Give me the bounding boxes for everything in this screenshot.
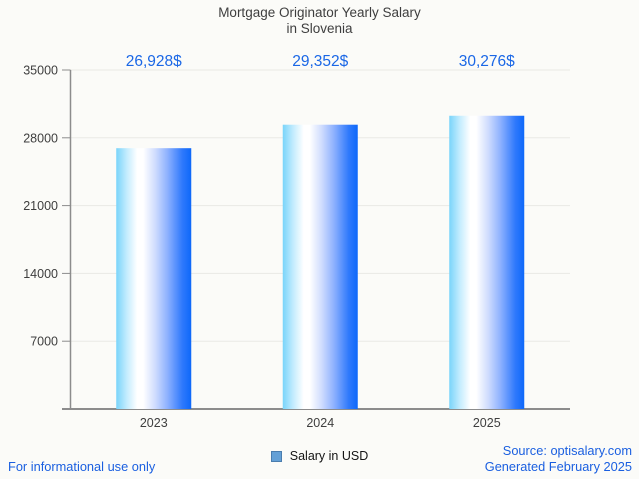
legend-label: Salary in USD — [289, 449, 369, 463]
y-axis-label-14000: 14000 — [23, 267, 58, 281]
legend: Salary in USD — [0, 449, 639, 463]
y-axis-label-7000: 7000 — [30, 335, 58, 349]
y-axis-label-35000: 35000 — [23, 64, 58, 78]
chart-title: Mortgage Originator Yearly Salary in Slo… — [0, 5, 639, 37]
bar-value-label-2023: 26,928$ — [126, 53, 182, 70]
bar-value-label-2025: 30,276$ — [459, 53, 515, 70]
bar-2024 — [282, 124, 358, 409]
chart-title-line2: in Slovenia — [286, 21, 353, 36]
bar-2025 — [449, 115, 525, 410]
generated-date: Generated February 2025 — [484, 458, 632, 474]
legend-marker-icon — [270, 450, 282, 462]
y-axis-label-28000: 28000 — [23, 131, 58, 145]
x-axis-label-2023: 2023 — [140, 416, 168, 430]
x-axis-label-2024: 2024 — [306, 416, 334, 430]
bar-2023 — [116, 148, 192, 409]
source-link[interactable]: Source: optisalary.com — [502, 443, 632, 458]
chart-title-line1: Mortgage Originator Yearly Salary — [218, 5, 421, 20]
source-credit: Source: optisalary.com Generated Februar… — [485, 443, 632, 474]
bar-value-label-2024: 29,352$ — [292, 53, 348, 70]
x-axis-label-2025: 2025 — [473, 416, 501, 430]
y-axis-label-21000: 21000 — [23, 199, 58, 213]
disclaimer-text: For informational use only — [8, 459, 156, 474]
